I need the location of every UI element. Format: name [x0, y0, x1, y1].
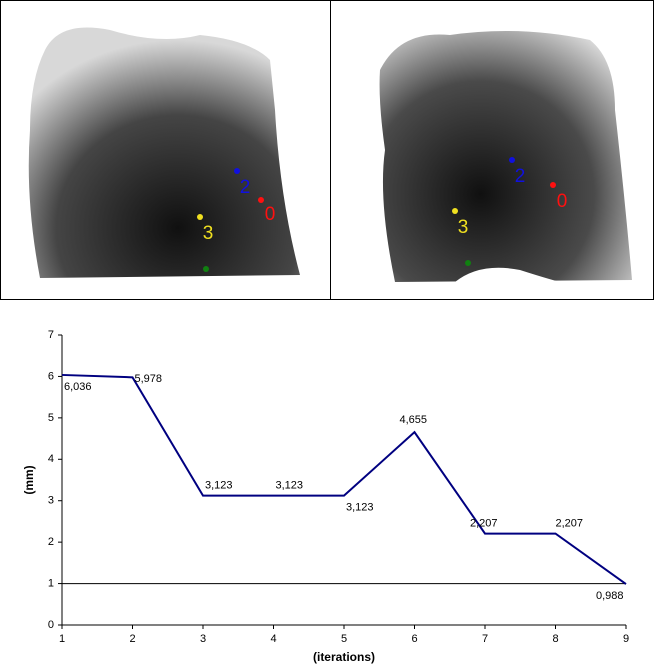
x-tick-label: 3	[200, 633, 206, 645]
point-marker	[550, 182, 556, 188]
x-tick-label: 4	[270, 633, 276, 645]
point-marker	[197, 214, 203, 220]
value-label: 2,207	[470, 517, 498, 529]
x-tick-label: 5	[341, 633, 347, 645]
y-tick-label: 7	[48, 329, 54, 341]
point-label: 0	[557, 191, 568, 212]
x-tick-label: 1	[59, 633, 65, 645]
y-tick-label: 0	[48, 619, 54, 631]
x-tick-label: 7	[482, 633, 488, 645]
depth-image	[379, 31, 632, 282]
point-marker	[203, 266, 209, 272]
value-label: 3,123	[276, 480, 304, 492]
x-axis-label: (iterations)	[313, 650, 375, 664]
y-tick-label: 4	[48, 453, 54, 465]
value-label: 6,036	[64, 381, 92, 393]
y-axis-label: (mm)	[22, 465, 36, 494]
data-line	[61, 373, 627, 585]
point-marker	[258, 197, 264, 203]
point-marker	[465, 260, 471, 266]
value-label: 2,207	[556, 517, 584, 529]
x-tick-label: 6	[411, 633, 417, 645]
y-tick-label: 6	[48, 370, 54, 382]
y-tick-label: 2	[48, 536, 54, 548]
point-marker	[509, 157, 515, 163]
y-tick-label: 5	[48, 412, 54, 424]
point-marker	[452, 208, 458, 214]
value-label: 3,123	[346, 502, 374, 514]
value-label: 4,655	[400, 414, 428, 426]
point-marker	[234, 168, 240, 174]
image-hole	[455, 267, 560, 282]
point-label: 0	[265, 204, 276, 225]
point-label: 3	[203, 223, 214, 244]
point-label: 2	[240, 177, 251, 198]
value-label: 5,978	[135, 373, 163, 385]
depth-image	[28, 27, 300, 278]
x-tick-label: 2	[129, 633, 135, 645]
value-label: 3,123	[205, 480, 233, 492]
point-label: 2	[515, 166, 526, 187]
y-tick-label: 1	[48, 577, 54, 589]
x-tick-label: 8	[552, 633, 558, 645]
value-label: 0,988	[596, 590, 624, 602]
x-tick-label: 9	[623, 633, 629, 645]
y-tick-label: 3	[48, 495, 54, 507]
point-label: 3	[458, 217, 469, 238]
